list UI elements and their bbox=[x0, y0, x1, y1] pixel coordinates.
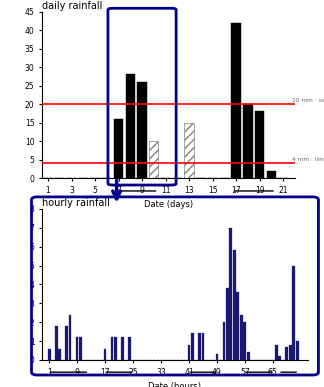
Bar bbox=[184, 123, 194, 178]
Bar bbox=[114, 119, 123, 178]
Text: daily rainfall: daily rainfall bbox=[42, 1, 102, 11]
Bar bbox=[243, 104, 252, 178]
Bar bbox=[55, 326, 57, 360]
Bar bbox=[255, 111, 264, 178]
Bar bbox=[226, 288, 229, 360]
Bar bbox=[48, 349, 51, 360]
Text: 20 mm : selection threshold: 20 mm : selection threshold bbox=[293, 98, 324, 103]
Bar bbox=[223, 322, 225, 360]
Bar bbox=[243, 322, 246, 360]
Bar bbox=[65, 326, 68, 360]
Bar bbox=[188, 345, 190, 360]
Bar bbox=[285, 347, 288, 360]
Bar bbox=[237, 292, 239, 360]
Bar bbox=[126, 74, 135, 178]
X-axis label: Date (hours): Date (hours) bbox=[148, 382, 202, 387]
Bar bbox=[247, 352, 250, 360]
Bar bbox=[296, 341, 299, 360]
Text: 4 mm : limit threshold: 4 mm : limit threshold bbox=[293, 158, 324, 163]
Bar bbox=[114, 337, 117, 360]
Bar bbox=[293, 265, 295, 360]
Bar bbox=[240, 315, 243, 360]
Bar bbox=[79, 337, 82, 360]
Bar bbox=[231, 23, 241, 178]
Bar bbox=[275, 345, 278, 360]
Bar bbox=[76, 337, 78, 360]
Bar bbox=[137, 82, 147, 178]
Bar bbox=[69, 315, 72, 360]
Bar bbox=[229, 228, 232, 360]
Bar bbox=[215, 354, 218, 360]
Bar bbox=[202, 334, 204, 360]
Bar bbox=[191, 334, 194, 360]
Bar bbox=[278, 356, 281, 360]
Bar bbox=[128, 337, 131, 360]
Text: hourly rainfall: hourly rainfall bbox=[42, 198, 110, 208]
Bar bbox=[104, 349, 107, 360]
Bar bbox=[121, 337, 124, 360]
Bar bbox=[149, 141, 158, 178]
Bar bbox=[58, 349, 61, 360]
Bar bbox=[110, 337, 113, 360]
Bar bbox=[267, 171, 276, 178]
Bar bbox=[233, 250, 236, 360]
Bar bbox=[289, 345, 292, 360]
Bar bbox=[198, 334, 201, 360]
X-axis label: Date (days): Date (days) bbox=[144, 200, 193, 209]
